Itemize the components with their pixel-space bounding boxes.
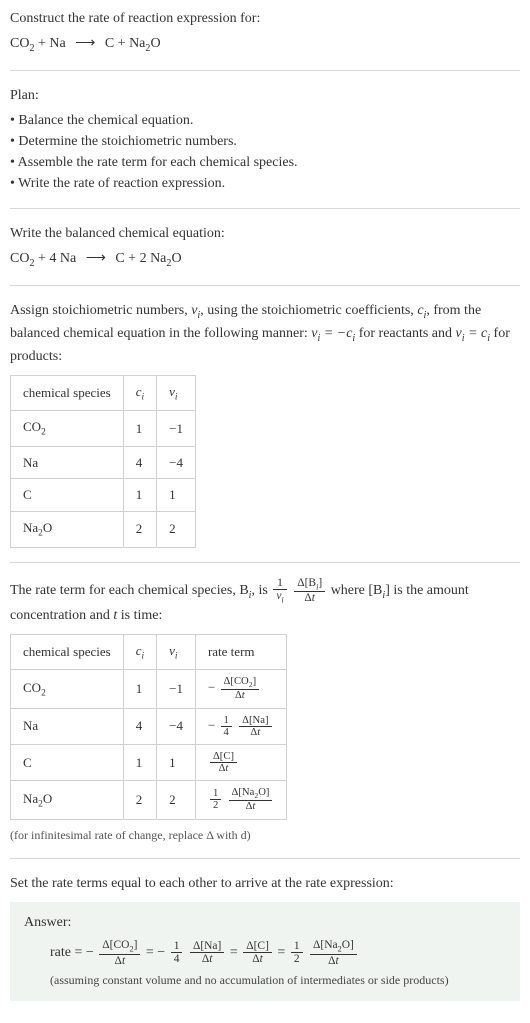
final-heading: Set the rate terms equal to each other t… [10,873,520,894]
cell-c: 1 [123,670,156,708]
col-rateterm: rate term [195,634,286,670]
cell-rateterm: − 14 Δ[Na]Δt [195,708,286,744]
rateterm-note: (for infinitesimal rate of change, repla… [10,826,520,844]
plan-item: Write the rate of reaction expression. [10,173,520,194]
table-row: C 1 1 Δ[C]Δt [11,744,287,780]
cell-species: CO2 [11,411,124,447]
cell-c: 1 [123,411,156,447]
col-species: chemical species [11,375,124,411]
col-ci: ci [123,634,156,670]
cell-species: Na2O [11,781,124,819]
table-row: C 1 1 [11,479,196,512]
cell-species: C [11,744,124,780]
fraction: Δ[Bi] Δt [294,577,325,605]
cell-c: 1 [123,744,156,780]
table-row: Na 4 −4 [11,446,196,479]
cell-species: CO2 [11,670,124,708]
plan-section: Plan: Balance the chemical equation. Det… [10,85,520,194]
stoich-table: chemical species ci νi CO2 1 −1 Na 4 −4 … [10,375,196,548]
balanced-heading: Write the balanced chemical equation: [10,223,520,244]
col-ci: ci [123,375,156,411]
arrow-icon: ⟶ [69,36,101,51]
product: C [105,36,114,51]
table-row: Na 4 −4 − 14 Δ[Na]Δt [11,708,287,744]
prompt-section: Construct the rate of reaction expressio… [10,8,520,56]
stoich-section: Assign stoichiometric numbers, νi, using… [10,300,520,548]
col-species: chemical species [11,634,124,670]
cell-c: 4 [123,708,156,744]
cell-c: 2 [123,511,156,547]
prompt-instruction: Construct the rate of reaction expressio… [10,8,520,29]
cell-c: 4 [123,446,156,479]
rateterm-text: The rate term for each chemical species,… [10,577,520,626]
balanced-equation: CO2 + 4 Na ⟶ C + 2 Na2O [10,248,520,271]
cell-rateterm: − Δ[CO2]Δt [195,670,286,708]
term: CO2 [10,251,35,266]
rateterm-section: The rate term for each chemical species,… [10,577,520,844]
separator [10,208,520,209]
cell-species: Na [11,708,124,744]
cell-rateterm: Δ[C]Δt [195,744,286,780]
cell-nu: −1 [157,411,196,447]
cell-rateterm: 12 Δ[Na2O]Δt [195,781,286,819]
rateterm-table: chemical species ci νi rate term CO2 1 −… [10,634,287,820]
cell-c: 2 [123,781,156,819]
final-section: Set the rate terms equal to each other t… [10,873,520,1001]
fraction: 1 νi [273,577,286,605]
arrow-icon: ⟶ [80,251,112,266]
cell-species: Na2O [11,511,124,547]
col-nui: νi [157,375,196,411]
table-header-row: chemical species ci νi [11,375,196,411]
separator [10,858,520,859]
plan-item: Assemble the rate term for each chemical… [10,152,520,173]
term: 2 Na2O [140,251,182,266]
cell-nu: −4 [157,446,196,479]
cell-species: C [11,479,124,512]
col-nui: νi [157,634,196,670]
separator [10,285,520,286]
table-row: CO2 1 −1 [11,411,196,447]
cell-nu: 2 [157,511,196,547]
term: C [115,251,124,266]
stoich-text: Assign stoichiometric numbers, νi, using… [10,300,520,367]
table-header-row: chemical species ci νi rate term [11,634,287,670]
term: 4 Na [49,251,76,266]
reactant: CO2 [10,36,35,51]
answer-assumption: (assuming constant volume and no accumul… [24,971,506,989]
table-row: Na2O 2 2 [11,511,196,547]
plan-list: Balance the chemical equation. Determine… [10,110,520,194]
product: Na2O [129,36,161,51]
table-row: CO2 1 −1 − Δ[CO2]Δt [11,670,287,708]
cell-nu: −4 [157,708,196,744]
cell-c: 1 [123,479,156,512]
cell-nu: 1 [157,479,196,512]
cell-nu: −1 [157,670,196,708]
separator [10,562,520,563]
prompt-equation: CO2 + Na ⟶ C + Na2O [10,33,520,56]
rate-expression: rate = − Δ[CO2]Δt = − 14 Δ[Na]Δt = Δ[C]Δ… [24,939,506,967]
balanced-section: Write the balanced chemical equation: CO… [10,223,520,271]
table-row: Na2O 2 2 12 Δ[Na2O]Δt [11,781,287,819]
rate-word: rate [50,945,71,960]
plan-item: Determine the stoichiometric numbers. [10,131,520,152]
separator [10,70,520,71]
cell-nu: 2 [157,781,196,819]
cell-nu: 1 [157,744,196,780]
answer-label: Answer: [24,912,506,933]
plan-heading: Plan: [10,85,520,106]
plan-item: Balance the chemical equation. [10,110,520,131]
answer-box: Answer: rate = − Δ[CO2]Δt = − 14 Δ[Na]Δt… [10,902,520,1001]
reactant: Na [49,36,65,51]
cell-species: Na [11,446,124,479]
